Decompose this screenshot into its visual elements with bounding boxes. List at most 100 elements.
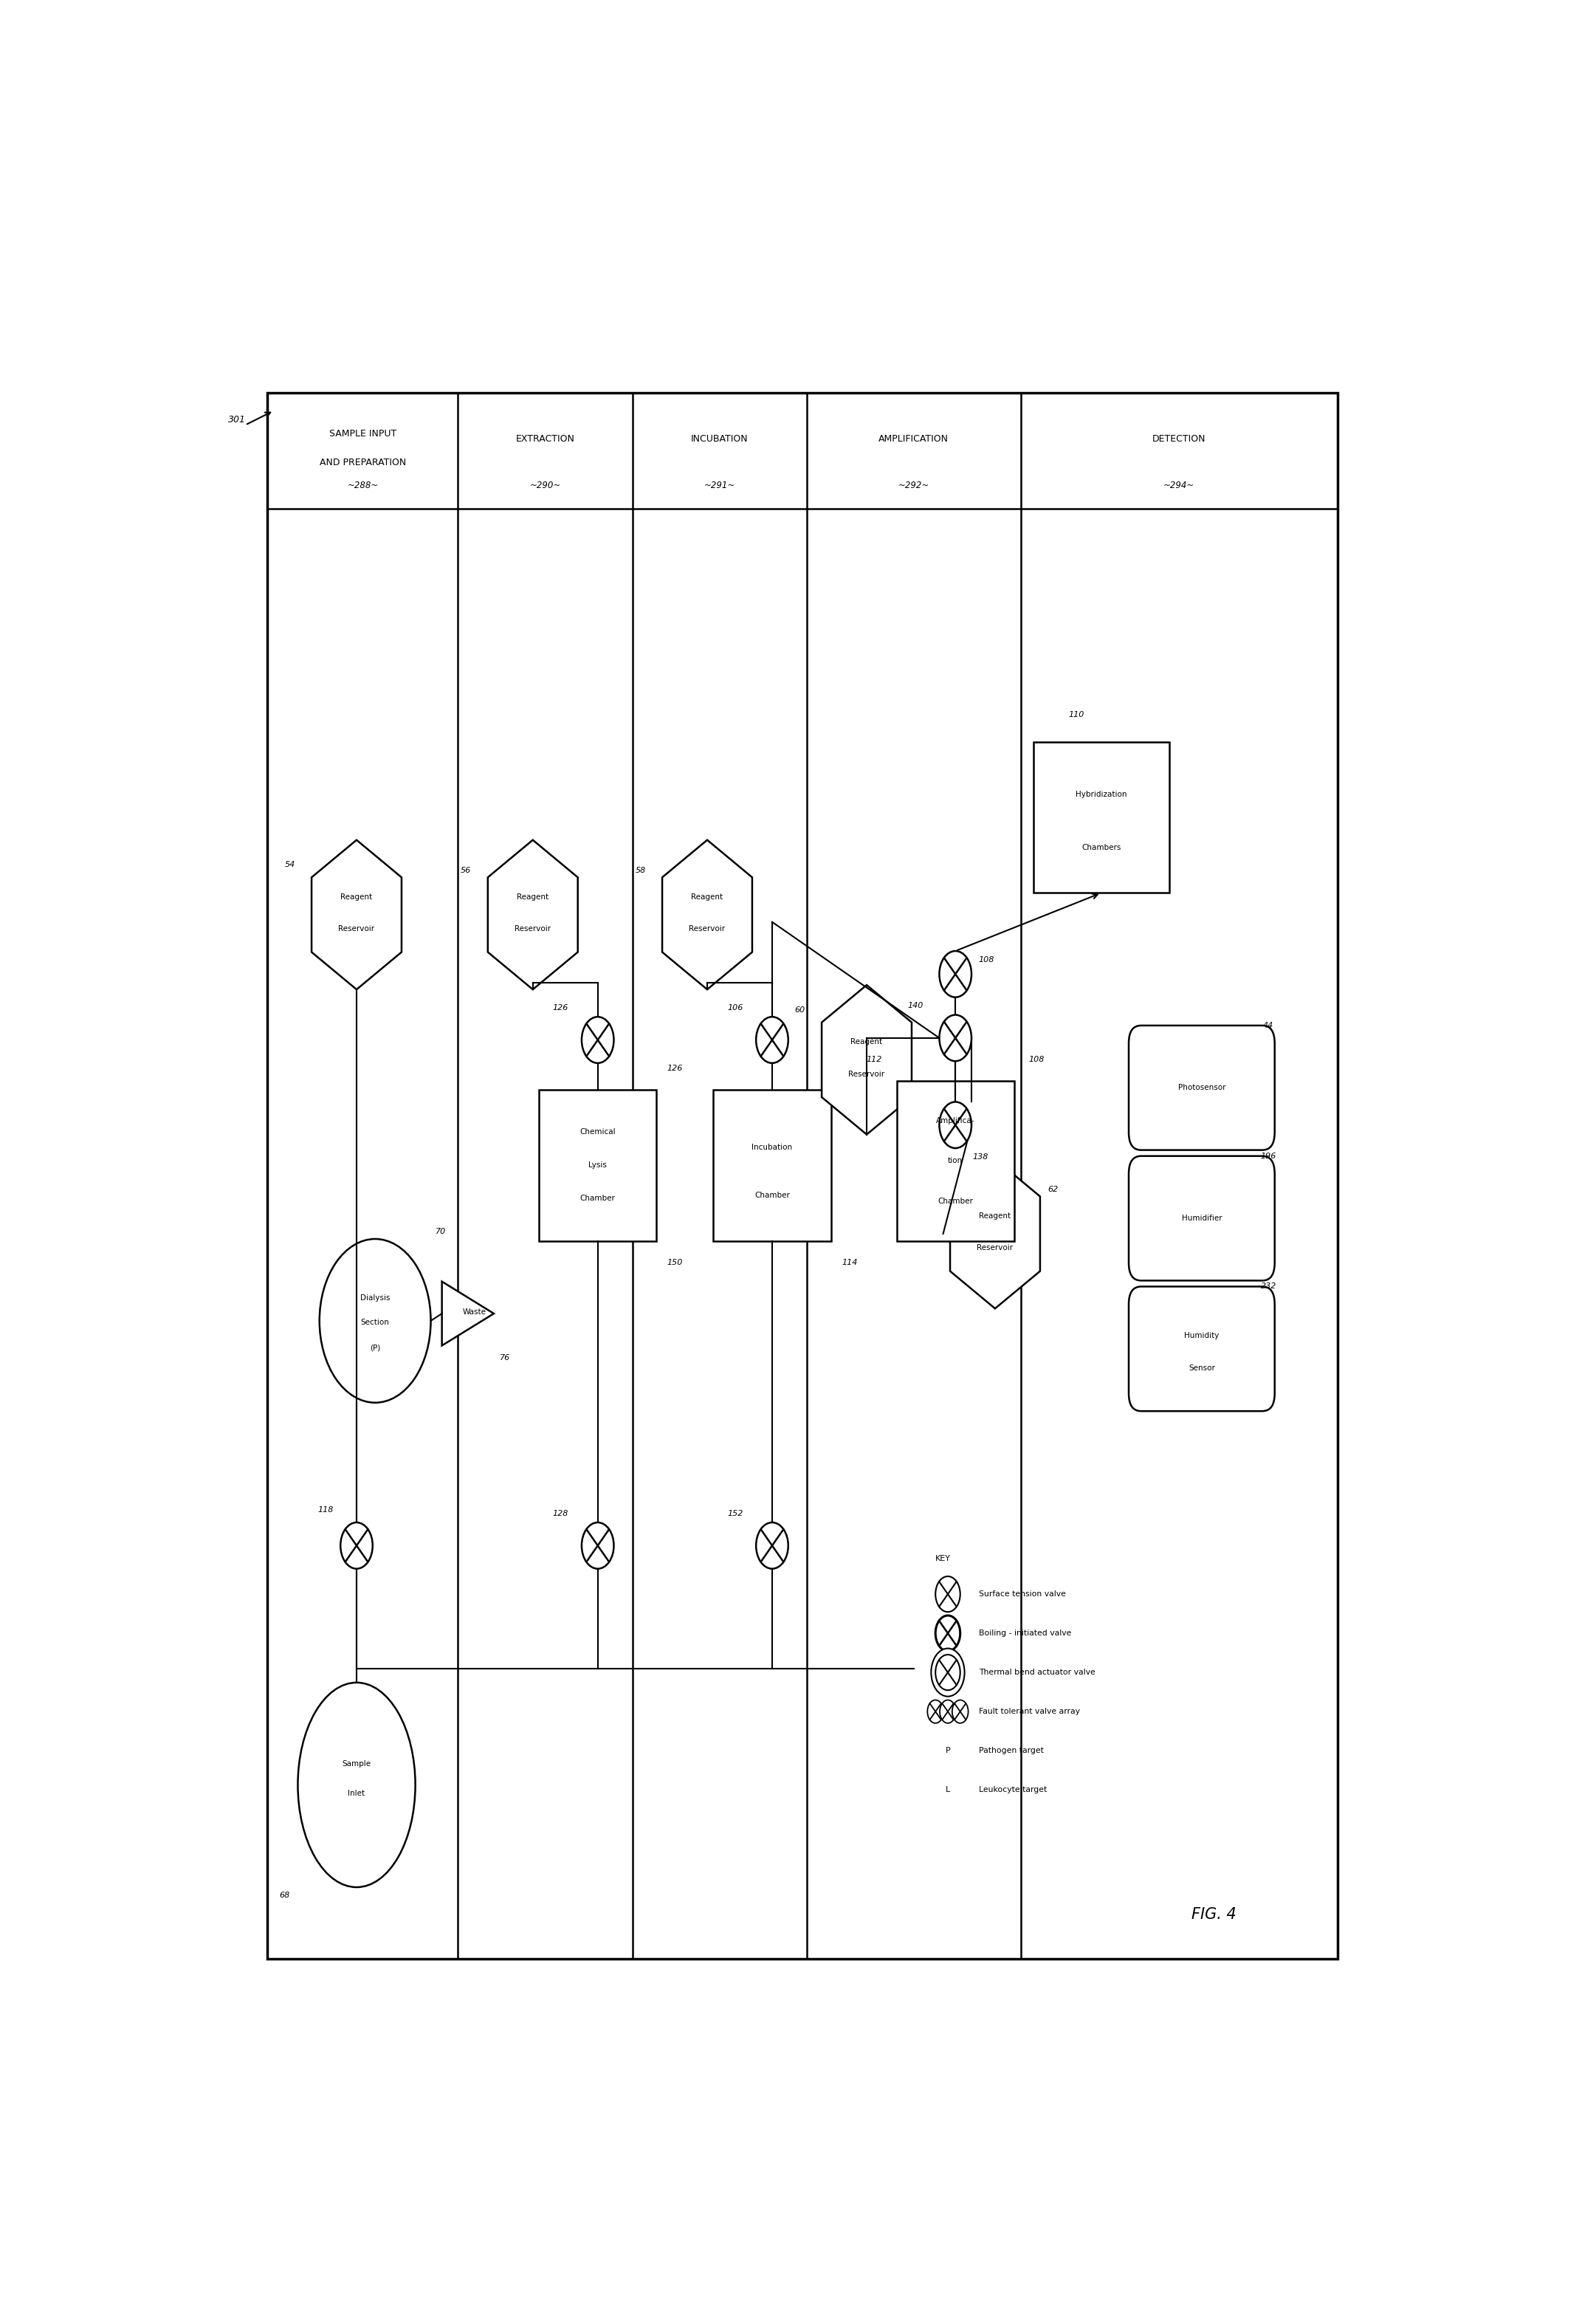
Text: Incubation: Incubation [752,1144,793,1151]
Text: 114: 114 [841,1259,857,1266]
Text: Reagent: Reagent [517,894,549,901]
Circle shape [757,1523,788,1569]
Circle shape [935,1576,961,1613]
Text: AND PREPARATION: AND PREPARATION [319,458,405,467]
Circle shape [581,1523,614,1569]
Text: P: P [945,1747,950,1754]
Text: ~294~: ~294~ [1163,481,1195,490]
Text: (P): (P) [370,1343,380,1352]
Text: 60: 60 [795,1005,804,1015]
Text: Humidifier: Humidifier [1181,1216,1223,1223]
Circle shape [953,1701,969,1724]
Text: Chamber: Chamber [579,1195,616,1202]
Circle shape [940,1015,972,1061]
Text: 54: 54 [284,862,295,869]
Text: Inlet: Inlet [348,1791,365,1798]
Circle shape [935,1615,961,1650]
Circle shape [757,1017,788,1063]
Text: 232: 232 [1261,1283,1277,1290]
Text: Surface tension valve: Surface tension valve [978,1590,1066,1597]
Text: 128: 128 [552,1509,568,1518]
Text: 56: 56 [461,867,471,874]
Text: Reagent: Reagent [691,894,723,901]
Text: 301: 301 [228,416,246,425]
Text: EXTRACTION: EXTRACTION [516,434,575,444]
Circle shape [940,1102,972,1149]
Text: ~290~: ~290~ [530,481,560,490]
Text: KEY: KEY [935,1555,951,1562]
Text: Chemical: Chemical [579,1128,616,1135]
Text: Lysis: Lysis [589,1162,606,1169]
Text: 140: 140 [908,1003,924,1010]
Text: ~288~: ~288~ [348,481,378,490]
Text: Thermal bend actuator valve: Thermal bend actuator valve [978,1669,1095,1675]
Text: L: L [945,1786,950,1793]
FancyBboxPatch shape [268,393,1337,1960]
Text: tion: tion [948,1158,962,1165]
FancyBboxPatch shape [539,1091,656,1241]
Text: 138: 138 [972,1153,988,1160]
Text: Amplifica-: Amplifica- [935,1116,975,1125]
FancyBboxPatch shape [713,1091,832,1241]
Circle shape [927,1701,943,1724]
Text: Waste: Waste [463,1308,485,1315]
Text: 106: 106 [728,1005,742,1012]
Text: 112: 112 [867,1056,883,1063]
FancyBboxPatch shape [1128,1156,1275,1280]
Text: 150: 150 [667,1259,683,1266]
Text: Boiling - initiated valve: Boiling - initiated valve [978,1629,1071,1636]
Text: Chamber: Chamber [755,1192,790,1199]
Circle shape [940,952,972,998]
FancyBboxPatch shape [897,1082,1013,1241]
Text: Sample: Sample [342,1761,370,1768]
Text: 76: 76 [500,1354,511,1361]
Text: Dialysis: Dialysis [361,1294,389,1301]
Text: 68: 68 [279,1890,290,1900]
Text: AMPLIFICATION: AMPLIFICATION [879,434,950,444]
Text: Reservoir: Reservoir [977,1243,1013,1253]
Text: Reservoir: Reservoir [338,924,375,934]
FancyBboxPatch shape [1128,1287,1275,1412]
FancyBboxPatch shape [1033,742,1170,892]
Text: 108: 108 [1028,1056,1044,1063]
Text: Leukocyte target: Leukocyte target [978,1786,1047,1793]
Text: 44: 44 [1264,1021,1274,1028]
Polygon shape [950,1160,1041,1308]
Text: Pathogen target: Pathogen target [978,1747,1044,1754]
Text: Photosensor: Photosensor [1178,1084,1226,1091]
Text: 108: 108 [978,957,994,964]
Text: FIG. 4: FIG. 4 [1191,1907,1237,1923]
Text: DETECTION: DETECTION [1152,434,1207,444]
Text: Reagent: Reagent [980,1213,1010,1220]
Text: 196: 196 [1261,1153,1277,1160]
Text: 126: 126 [552,1005,568,1012]
Polygon shape [488,839,578,989]
Text: ~291~: ~291~ [704,481,736,490]
Text: 152: 152 [728,1509,742,1518]
Text: Reservoir: Reservoir [849,1070,884,1077]
Text: 62: 62 [1049,1186,1058,1192]
Text: Chambers: Chambers [1082,844,1120,850]
Polygon shape [442,1283,493,1345]
Text: Reservoir: Reservoir [689,924,725,934]
Polygon shape [822,984,911,1135]
Text: INCUBATION: INCUBATION [691,434,749,444]
Text: 126: 126 [667,1065,683,1072]
Text: 58: 58 [635,867,646,874]
Text: Hybridization: Hybridization [1076,790,1127,797]
Ellipse shape [319,1239,431,1403]
Circle shape [340,1523,372,1569]
Text: Chamber: Chamber [938,1197,974,1204]
FancyBboxPatch shape [1128,1026,1275,1151]
Text: Reservoir: Reservoir [514,924,551,934]
Circle shape [940,1701,956,1724]
Circle shape [935,1655,961,1689]
Circle shape [930,1648,964,1696]
Text: Section: Section [361,1320,389,1327]
Polygon shape [311,839,402,989]
Text: Humidity: Humidity [1184,1331,1219,1338]
Ellipse shape [298,1682,415,1888]
Text: Reagent: Reagent [340,894,372,901]
Text: ~292~: ~292~ [899,481,929,490]
Text: Reagent: Reagent [851,1038,883,1045]
